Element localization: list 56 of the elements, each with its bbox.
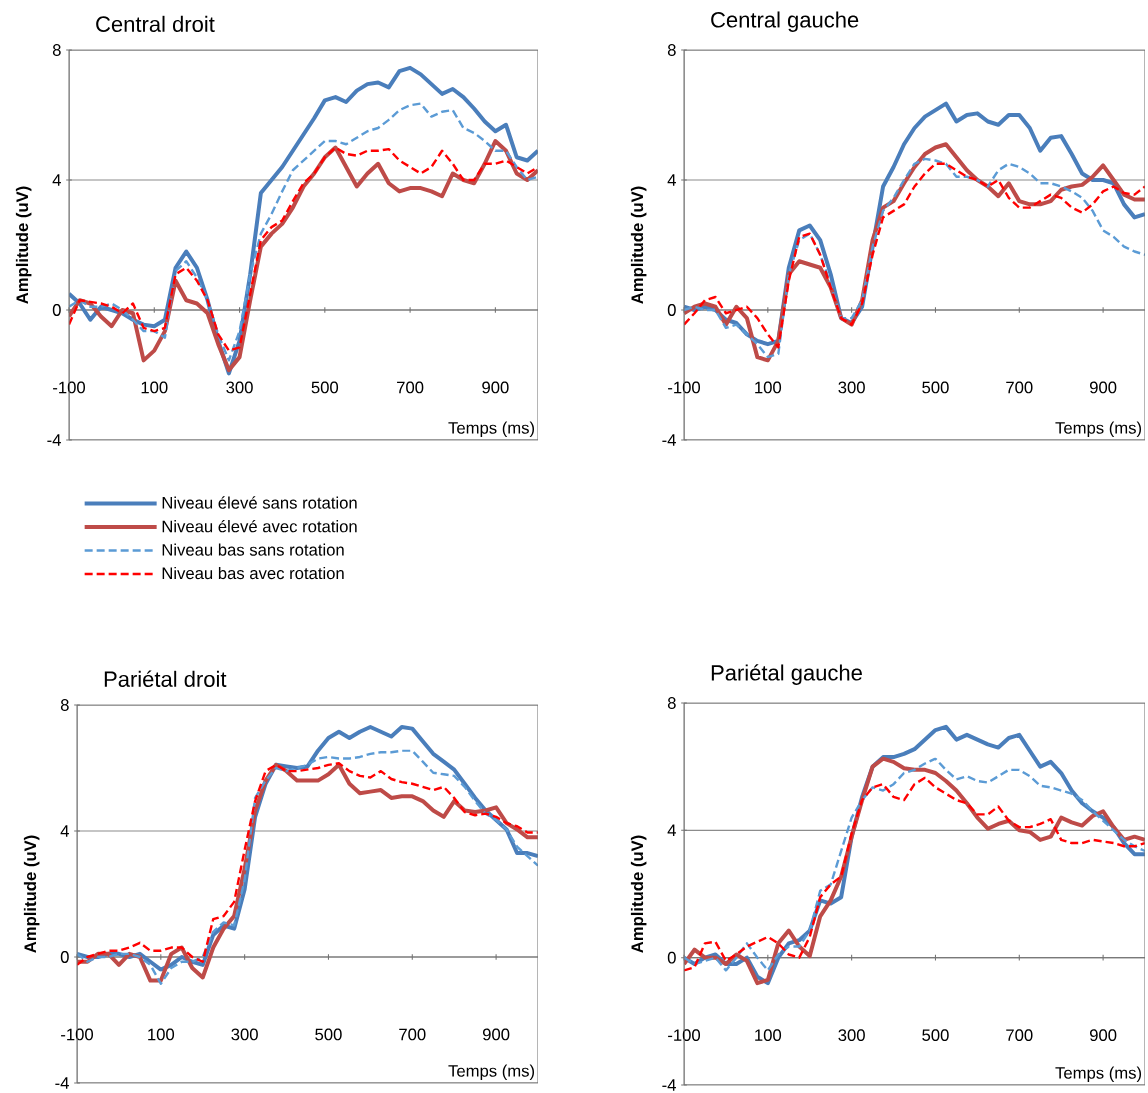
y-tick-label: -4	[662, 1079, 676, 1091]
y-tick-label: 4	[667, 174, 676, 186]
x-tick-label: 100	[141, 381, 168, 394]
x-tick-label: 500	[922, 381, 949, 394]
y-tick-label: 0	[667, 304, 676, 316]
legend-label: Niveau bas avec rotation	[162, 566, 344, 580]
y-tick-label: -4	[47, 434, 61, 446]
y-tick-label: 4	[667, 824, 676, 837]
x-tick-label: 100	[755, 1029, 782, 1042]
chart-title: Pariétal droit	[104, 670, 227, 687]
y-tick-label: 0	[667, 951, 676, 964]
y-axis-title: Amplitude (uV)	[15, 186, 32, 304]
x-tick-label: -100	[668, 381, 701, 394]
y-tick-label: 4	[60, 825, 69, 837]
x-tick-label: 500	[311, 381, 339, 394]
x-axis-title: Temps (ms)	[448, 421, 535, 438]
x-tick-label: 700	[1006, 1029, 1033, 1042]
legend-label: Niveau élevé sans rotation	[162, 496, 357, 509]
y-tick-label: 8	[667, 44, 676, 56]
y-axis-title: Amplitude (uV)	[630, 835, 647, 953]
chart-title: Central gauche	[711, 11, 859, 32]
x-tick-label: 300	[838, 381, 865, 394]
x-tick-label: 300	[838, 1029, 865, 1042]
x-tick-label: 300	[226, 381, 253, 394]
y-tick-label: 8	[52, 44, 61, 56]
y-tick-label: 0	[52, 304, 61, 316]
x-tick-label: 300	[231, 1028, 258, 1041]
y-tick-label: 8	[667, 697, 676, 709]
x-tick-label: 700	[1006, 381, 1033, 394]
y-axis-title: Amplitude (uV)	[630, 186, 647, 304]
x-tick-label: 500	[922, 1029, 949, 1042]
legend-label: Niveau bas sans rotation	[162, 543, 344, 556]
x-tick-label: -100	[53, 381, 86, 394]
x-tick-label: 700	[397, 381, 424, 394]
x-axis-title: Temps (ms)	[448, 1064, 535, 1081]
x-tick-label: 100	[755, 381, 782, 394]
chart-title: Central droit	[96, 15, 215, 32]
y-tick-label: 8	[60, 699, 69, 711]
y-tick-label: 0	[60, 951, 69, 963]
x-tick-label: -100	[668, 1029, 701, 1042]
x-tick-label: 700	[399, 1028, 426, 1041]
x-tick-label: 100	[148, 1028, 175, 1041]
x-axis-title: Temps (ms)	[1055, 1066, 1142, 1083]
x-tick-label: 900	[1089, 381, 1117, 394]
x-tick-label: 900	[1089, 1029, 1117, 1042]
y-tick-label: -4	[662, 434, 676, 446]
y-tick-label: -4	[55, 1077, 69, 1089]
x-axis-title: Temps (ms)	[1055, 421, 1142, 438]
chart-title: Pariétal gauche	[711, 664, 862, 685]
x-tick-label: 500	[315, 1028, 342, 1041]
x-tick-label: -100	[61, 1028, 94, 1041]
legend-label: Niveau élevé avec rotation	[162, 519, 357, 533]
y-axis-title: Amplitude (uV)	[23, 835, 40, 953]
y-tick-label: 4	[52, 174, 61, 186]
x-tick-label: 900	[482, 381, 509, 394]
x-tick-label: 900	[482, 1028, 510, 1041]
